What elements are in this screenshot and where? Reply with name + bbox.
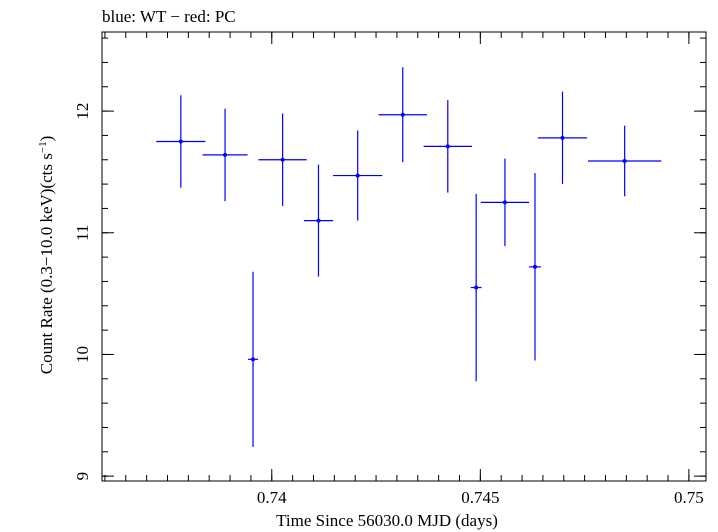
- data-marker: [560, 135, 565, 140]
- data-point: [423, 100, 472, 193]
- x-axis-label: Time Since 56030.0 MJD (days): [276, 511, 498, 530]
- data-point: [156, 95, 206, 188]
- y-tick-labels: 9 10 11 12: [73, 103, 92, 481]
- y-axis-label-main: Count Rate (0.3−10.0 keV)(cts s: [37, 153, 56, 374]
- data-point: [529, 173, 541, 361]
- data-point: [537, 91, 588, 185]
- data-marker: [474, 285, 479, 290]
- data-point: [202, 108, 248, 202]
- data-point: [247, 271, 259, 447]
- data-marker: [502, 200, 507, 205]
- chart-header: blue: WT − red: PC: [102, 7, 236, 26]
- data-point: [378, 67, 427, 163]
- data-marker: [223, 152, 228, 157]
- data-marker: [445, 144, 450, 149]
- data-marker: [355, 173, 360, 178]
- axis-ticks: [102, 32, 706, 481]
- y-tick-label: 11: [73, 225, 92, 241]
- x-tick-label: 0.74: [257, 488, 287, 507]
- data-point: [480, 158, 530, 247]
- y-tick-label: 12: [73, 103, 92, 120]
- y-axis-label-sup: −1: [37, 141, 49, 153]
- y-tick-label: 9: [73, 472, 92, 481]
- x-tick-label: 0.75: [674, 488, 704, 507]
- data-point: [333, 130, 383, 221]
- y-tick-label: 10: [73, 346, 92, 363]
- data-marker: [622, 158, 627, 163]
- x-tick-labels: 0.74 0.745 0.75: [257, 488, 704, 507]
- data-marker: [400, 112, 405, 117]
- data-point: [258, 113, 307, 207]
- data-marker: [280, 157, 285, 162]
- data-marker: [316, 218, 321, 223]
- data-marker: [532, 264, 537, 269]
- data-point: [303, 164, 334, 277]
- data-marker: [251, 357, 255, 362]
- plot-frame: [101, 31, 707, 482]
- data-marker: [178, 139, 183, 144]
- y-axis-label-close: ): [37, 136, 56, 142]
- data-points: [156, 67, 662, 447]
- y-axis-label: Count Rate (0.3−10.0 keV)(cts s−1): [37, 136, 56, 375]
- x-tick-label: 0.745: [461, 488, 499, 507]
- data-point: [470, 193, 482, 382]
- data-point: [587, 125, 662, 197]
